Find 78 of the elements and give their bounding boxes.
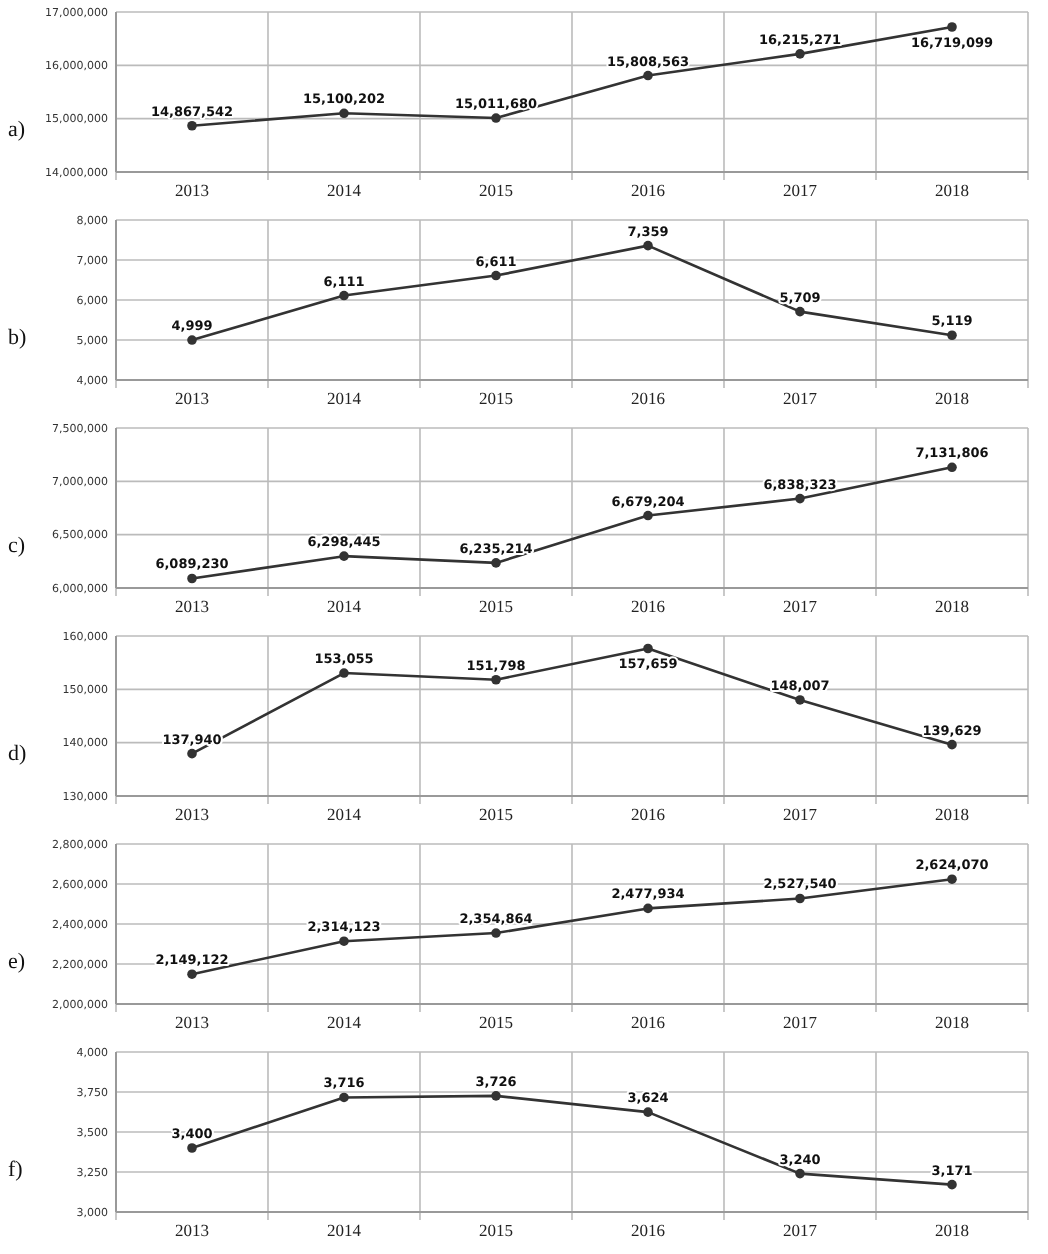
point (947, 739, 957, 750)
point (795, 306, 805, 317)
x-tick-label: 2018 (935, 804, 969, 824)
point (795, 493, 805, 504)
text: c) (8, 534, 26, 558)
point (491, 113, 501, 123)
x-tick-label: 2017 (783, 388, 817, 408)
point (643, 240, 653, 251)
x-tick-label: 2018 (935, 180, 969, 200)
x-tick-label: 2013 (175, 388, 209, 408)
point (947, 874, 957, 884)
x-tick-label: 2018 (935, 1220, 969, 1240)
point (187, 573, 197, 584)
point (795, 893, 805, 904)
point (643, 510, 653, 521)
x-tick-label: 2013 (175, 1012, 209, 1032)
x-tick-label: 2016 (631, 596, 665, 616)
x-tick-label: 2014 (327, 1012, 363, 1032)
point (187, 120, 197, 131)
text: e) (8, 950, 26, 974)
point (947, 1179, 957, 1190)
point (187, 969, 197, 979)
x-tick-label: 2013 (175, 180, 209, 200)
x-tick-label: 2016 (631, 1220, 665, 1240)
point (795, 1168, 805, 1179)
x-tick-label: 2016 (631, 180, 665, 200)
x-tick-label: 2017 (783, 1220, 817, 1240)
point (187, 1143, 197, 1153)
point (947, 330, 957, 341)
point (491, 270, 501, 281)
x-tick-label: 2016 (631, 388, 665, 408)
x-tick-label: 2015 (479, 1220, 513, 1240)
point (339, 1092, 349, 1103)
x-tick-label: 2014 (327, 388, 363, 408)
x-tick-label: 2017 (783, 180, 817, 200)
x-tick-label: 2014 (327, 596, 363, 616)
text: b) (8, 326, 27, 350)
point (643, 70, 653, 81)
x-tick-label: 2018 (935, 1012, 969, 1032)
point (339, 668, 349, 678)
text: d) (8, 742, 27, 766)
x-tick-label: 2014 (327, 180, 363, 200)
point (339, 108, 349, 119)
point (491, 558, 501, 568)
x-tick-label: 2015 (479, 180, 513, 200)
x-tick-label: 2017 (783, 596, 817, 616)
x-tick-label: 2018 (935, 388, 969, 408)
point (643, 643, 653, 654)
point (795, 695, 805, 705)
point (643, 1107, 653, 1117)
point (643, 903, 653, 914)
x-tick-label: 2017 (783, 804, 817, 824)
x-tick-label: 2016 (631, 1012, 665, 1032)
point (339, 936, 349, 946)
x-tick-label: 2014 (327, 1220, 363, 1240)
point (187, 335, 197, 345)
x-tick-label: 2014 (327, 804, 363, 824)
point (187, 748, 197, 759)
point (795, 49, 805, 59)
x-tick-label: 2013 (175, 1220, 209, 1240)
point (339, 290, 349, 301)
x-tick-label: 2015 (479, 388, 513, 408)
x-tick-label: 2015 (479, 1012, 513, 1032)
x-tick-label: 2013 (175, 596, 209, 616)
point (339, 551, 349, 561)
text: a) (8, 118, 26, 142)
point (491, 1091, 501, 1101)
point (491, 928, 501, 938)
text: f) (8, 1158, 24, 1182)
x-tick-label: 2015 (479, 596, 513, 616)
x-tick-label: 2016 (631, 804, 665, 824)
point (947, 462, 957, 473)
point (947, 22, 957, 32)
x-tick-label: 2017 (783, 1012, 817, 1032)
point (491, 674, 501, 685)
x-tick-label: 2015 (479, 804, 513, 824)
x-tick-label: 2018 (935, 596, 969, 616)
x-tick-label: 2013 (175, 804, 209, 824)
